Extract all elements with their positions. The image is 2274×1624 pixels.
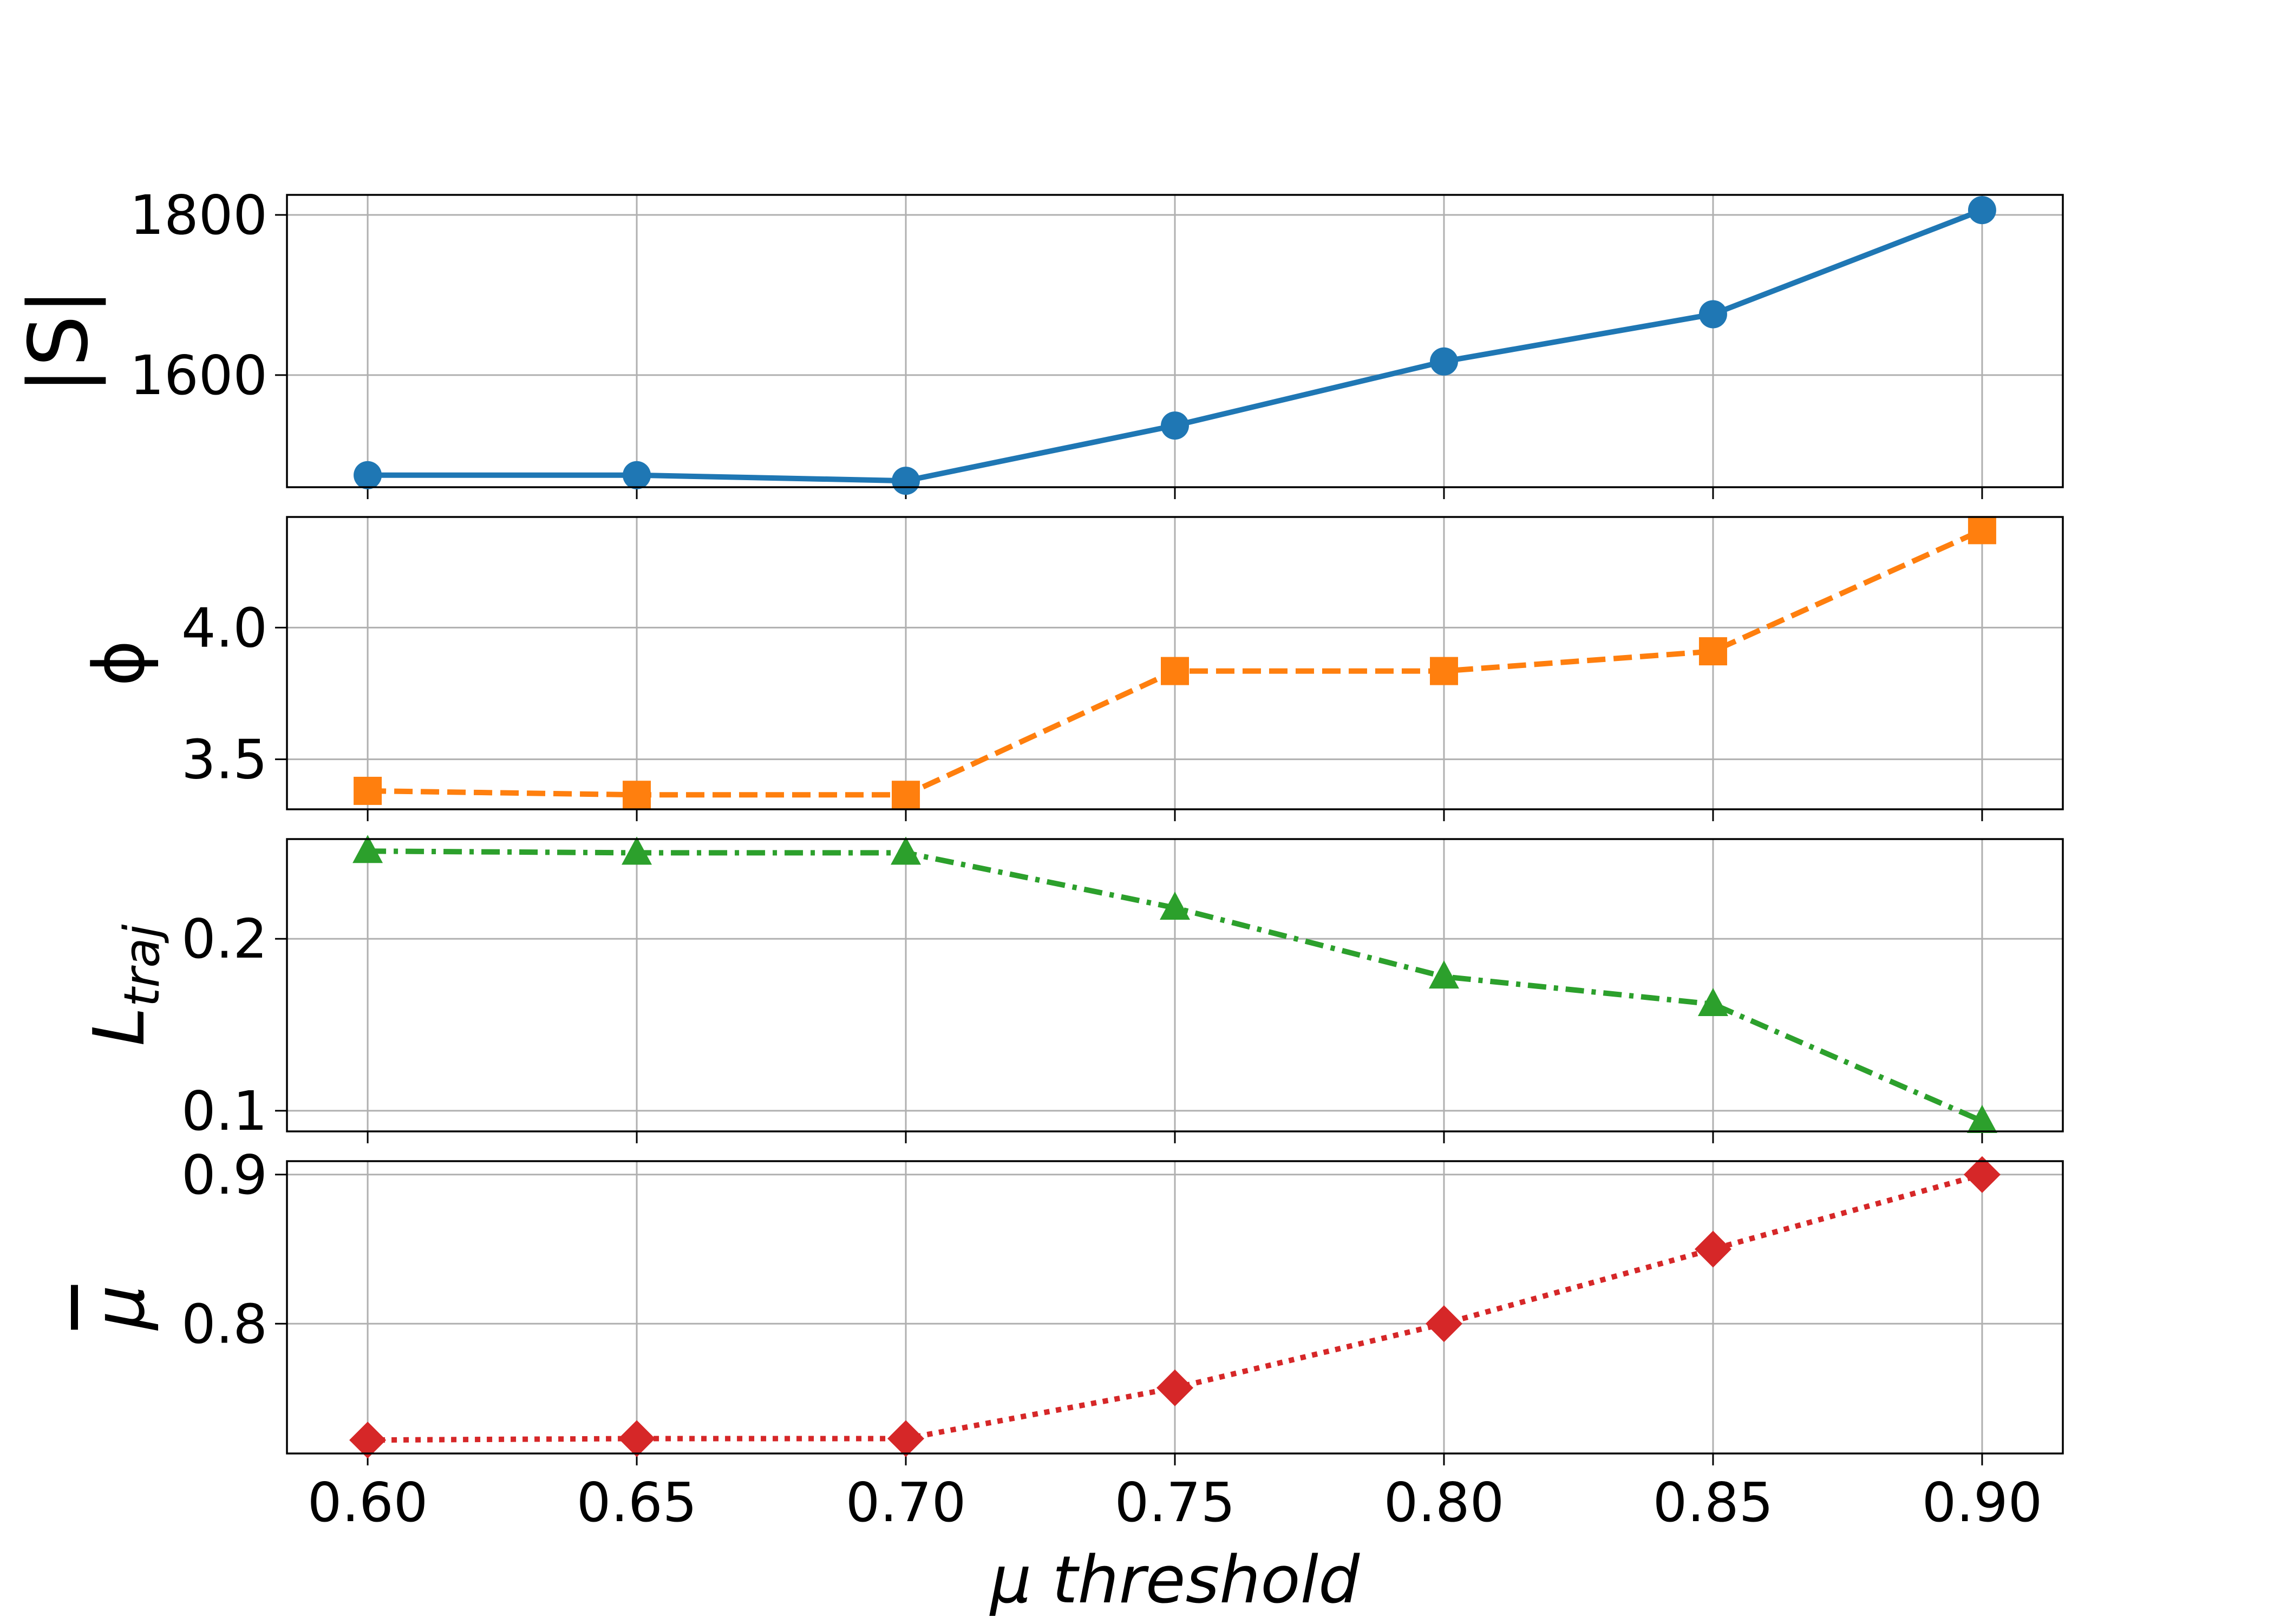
y-tick-label: 0.8 (181, 1292, 267, 1355)
data-point (1968, 516, 1996, 545)
data-point (1156, 1369, 1193, 1406)
data-point (618, 1420, 656, 1457)
y-tick-label: 0.1 (181, 1079, 267, 1143)
data-point (892, 781, 920, 809)
y-tick-label: 1800 (130, 184, 268, 247)
subplot-2: 3.5 4.0 ϕ (78, 516, 2064, 821)
x-tick-label: 0.90 (1922, 1471, 2043, 1534)
y-axis-label: Ltraj (78, 925, 171, 1046)
subplot-frame (286, 838, 2064, 1132)
data-point (1694, 1230, 1731, 1268)
data-point (1968, 196, 1996, 225)
data-point (892, 467, 920, 495)
subplot-frame (286, 1160, 2064, 1455)
x-tick-label: 0.75 (1115, 1471, 1236, 1534)
x-tick-label: 0.85 (1653, 1471, 1774, 1534)
x-tick-label: 0.65 (577, 1471, 697, 1534)
y-axis-label: μ (78, 1285, 160, 1331)
data-point (1963, 1156, 2001, 1193)
data-point (1429, 657, 1458, 685)
data-point (354, 776, 382, 805)
data-point (1966, 1104, 1997, 1133)
data-point (1697, 987, 1728, 1016)
data-point (352, 835, 383, 863)
y-tick-label: 4.0 (181, 596, 267, 659)
y-axis-label: |S| (12, 288, 106, 394)
data-point (1429, 347, 1458, 376)
y-tick-label: 0.9 (181, 1143, 267, 1207)
data-point (622, 836, 652, 865)
data-point (1161, 657, 1189, 685)
data-point (354, 461, 382, 489)
subplot-frame (286, 516, 2064, 810)
subplot-4: 0.8 0.9 μ (78, 1143, 2064, 1465)
data-point (891, 836, 922, 865)
x-tick-label: 0.70 (846, 1471, 966, 1534)
x-axis-label: μ threshold (989, 1543, 1360, 1618)
data-point (623, 781, 651, 809)
data-point (1425, 1305, 1462, 1343)
data-point (1428, 960, 1459, 989)
y-tick-label: 3.5 (181, 728, 267, 791)
data-point (349, 1422, 387, 1459)
data-point (1698, 300, 1727, 329)
data-point (1160, 892, 1190, 920)
y-axis-label: ϕ (78, 640, 160, 686)
subplot-1: 1600 1800 |S| (12, 184, 2064, 499)
data-point (623, 461, 651, 489)
data-point (1698, 637, 1727, 666)
x-tick-label: 0.80 (1384, 1471, 1505, 1534)
data-point (887, 1420, 925, 1457)
y-tick-label: 1600 (130, 344, 268, 407)
subplot-frame (286, 194, 2064, 488)
x-tick-label: 0.60 (308, 1471, 428, 1534)
data-point (1161, 411, 1189, 440)
y-tick-label: 0.2 (181, 907, 267, 971)
